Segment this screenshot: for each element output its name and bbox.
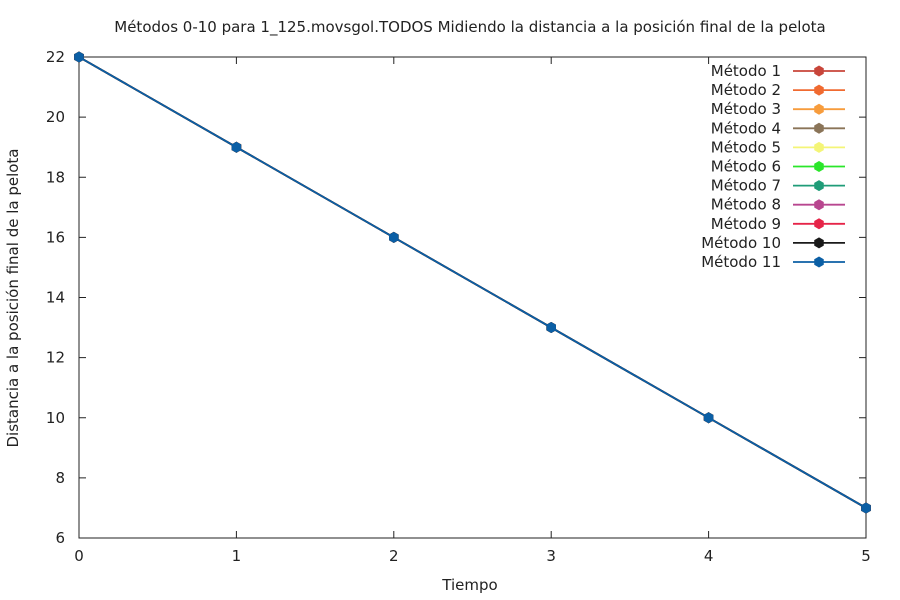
legend-item: Método 9 [711,215,845,233]
legend-label: Método 4 [711,119,781,137]
legend-swatch-marker [814,103,824,115]
x-tick-label: 2 [389,547,399,565]
legend-swatch-marker [814,237,824,249]
y-tick-label: 14 [46,289,65,307]
legend-swatch-marker [814,141,824,153]
legend-item: Método 4 [711,119,845,137]
legend-label: Método 8 [711,196,781,214]
legend-label: Método 6 [711,158,781,176]
y-tick-label: 12 [46,349,65,367]
y-axis: 6 8 10 12 14 16 18 20 22 [46,48,866,547]
y-tick-label: 8 [55,469,65,487]
legend-label: Método 10 [701,234,781,252]
x-tick-label: 4 [704,547,714,565]
legend-label: Método 2 [711,81,781,99]
y-tick-label: 18 [46,168,65,186]
legend-item: Método 10 [701,234,845,252]
data-point [546,322,556,334]
data-point [861,502,871,514]
y-tick-label: 10 [46,409,65,427]
legend-item: Método 3 [711,100,845,118]
data-point [703,412,714,424]
y-axis-label: Distancia a la posición final de la pelo… [4,148,22,447]
legend-item: Método 5 [711,138,845,156]
legend-label: Método 1 [711,62,781,80]
legend-swatch-marker [814,218,824,230]
x-tick-label: 3 [546,547,556,565]
legend-swatch-marker [814,256,824,268]
legend-item: Método 11 [701,253,845,271]
x-axis-label: Tiempo [441,576,497,594]
series-11 [74,51,871,514]
x-tick-label: 5 [861,547,871,565]
legend-swatch-marker [814,180,824,192]
legend-swatch-marker [814,84,824,96]
y-tick-label: 16 [46,228,65,246]
series-layer [74,51,871,514]
legend-swatch-marker [814,199,824,211]
legend-label: Método 9 [711,215,781,233]
legend-label: Método 3 [711,100,781,118]
legend-label: Método 5 [711,138,781,156]
chart-title: Métodos 0-10 para 1_125.movsgol.TODOS Mi… [114,18,825,37]
legend-item: Método 2 [711,81,845,99]
legend-swatch-marker [814,161,824,172]
legend-item: Método 7 [711,177,845,195]
legend-swatch-marker [814,65,824,77]
series-line [78,56,867,509]
legend-item: Método 6 [711,158,845,176]
legend-label: Método 7 [711,177,781,195]
x-axis: 0 1 2 3 4 5 [74,57,871,565]
data-point [74,51,84,63]
y-tick-label: 22 [46,48,65,66]
x-tick-label: 0 [74,547,84,565]
y-tick-label: 6 [55,529,65,547]
x-tick-label: 1 [232,547,242,565]
legend-label: Método 11 [701,253,781,271]
y-tick-label: 20 [46,108,65,126]
data-point [389,231,399,243]
legend-item: Método 8 [711,196,845,214]
data-point [231,141,242,153]
legend-swatch-marker [814,122,824,134]
legend-item: Método 1 [711,62,845,80]
